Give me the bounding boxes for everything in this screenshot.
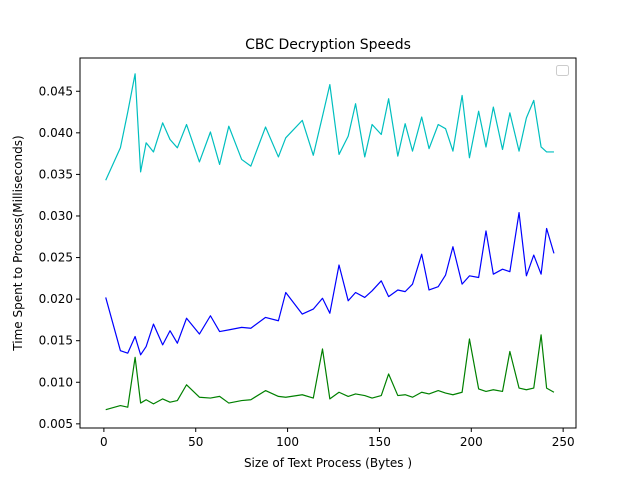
- y-tick-label: 0.040: [39, 126, 73, 140]
- y-tick-label: 0.015: [39, 334, 73, 348]
- series-line-3: [105, 334, 555, 411]
- series-layer: [105, 73, 555, 411]
- y-axis-label: Time Spent to Process(Milliseconds): [11, 135, 25, 351]
- y-tick-label: 0.025: [39, 251, 73, 265]
- y-tick-label: 0.010: [39, 375, 73, 389]
- legend-box: [556, 65, 569, 76]
- x-tick-label: 50: [188, 435, 203, 449]
- y-tick-label: 0.020: [39, 292, 73, 306]
- x-axis-label: Size of Text Process (Bytes ): [244, 456, 412, 470]
- x-axis: 0 50 100 150 200 250: [100, 428, 575, 449]
- y-tick-label: 0.030: [39, 209, 73, 223]
- x-tick-label: 250: [552, 435, 575, 449]
- x-tick-label: 0: [100, 435, 108, 449]
- y-axis: 0.005 0.010 0.015 0.020 0.025 0.030 0.035 0.040…: [39, 84, 80, 431]
- y-tick-label: 0.035: [39, 167, 73, 181]
- x-tick-label: 200: [460, 435, 483, 449]
- y-tick-label: 0.045: [39, 84, 73, 98]
- y-tick-label: 0.005: [39, 417, 73, 431]
- series-line-1: [105, 73, 554, 181]
- chart-title: CBC Decryption Speeds: [245, 37, 411, 53]
- plot-frame: [79, 57, 577, 429]
- x-tick-label: 150: [368, 435, 391, 449]
- series-line-2: [105, 212, 555, 356]
- x-tick-label: 100: [276, 435, 299, 449]
